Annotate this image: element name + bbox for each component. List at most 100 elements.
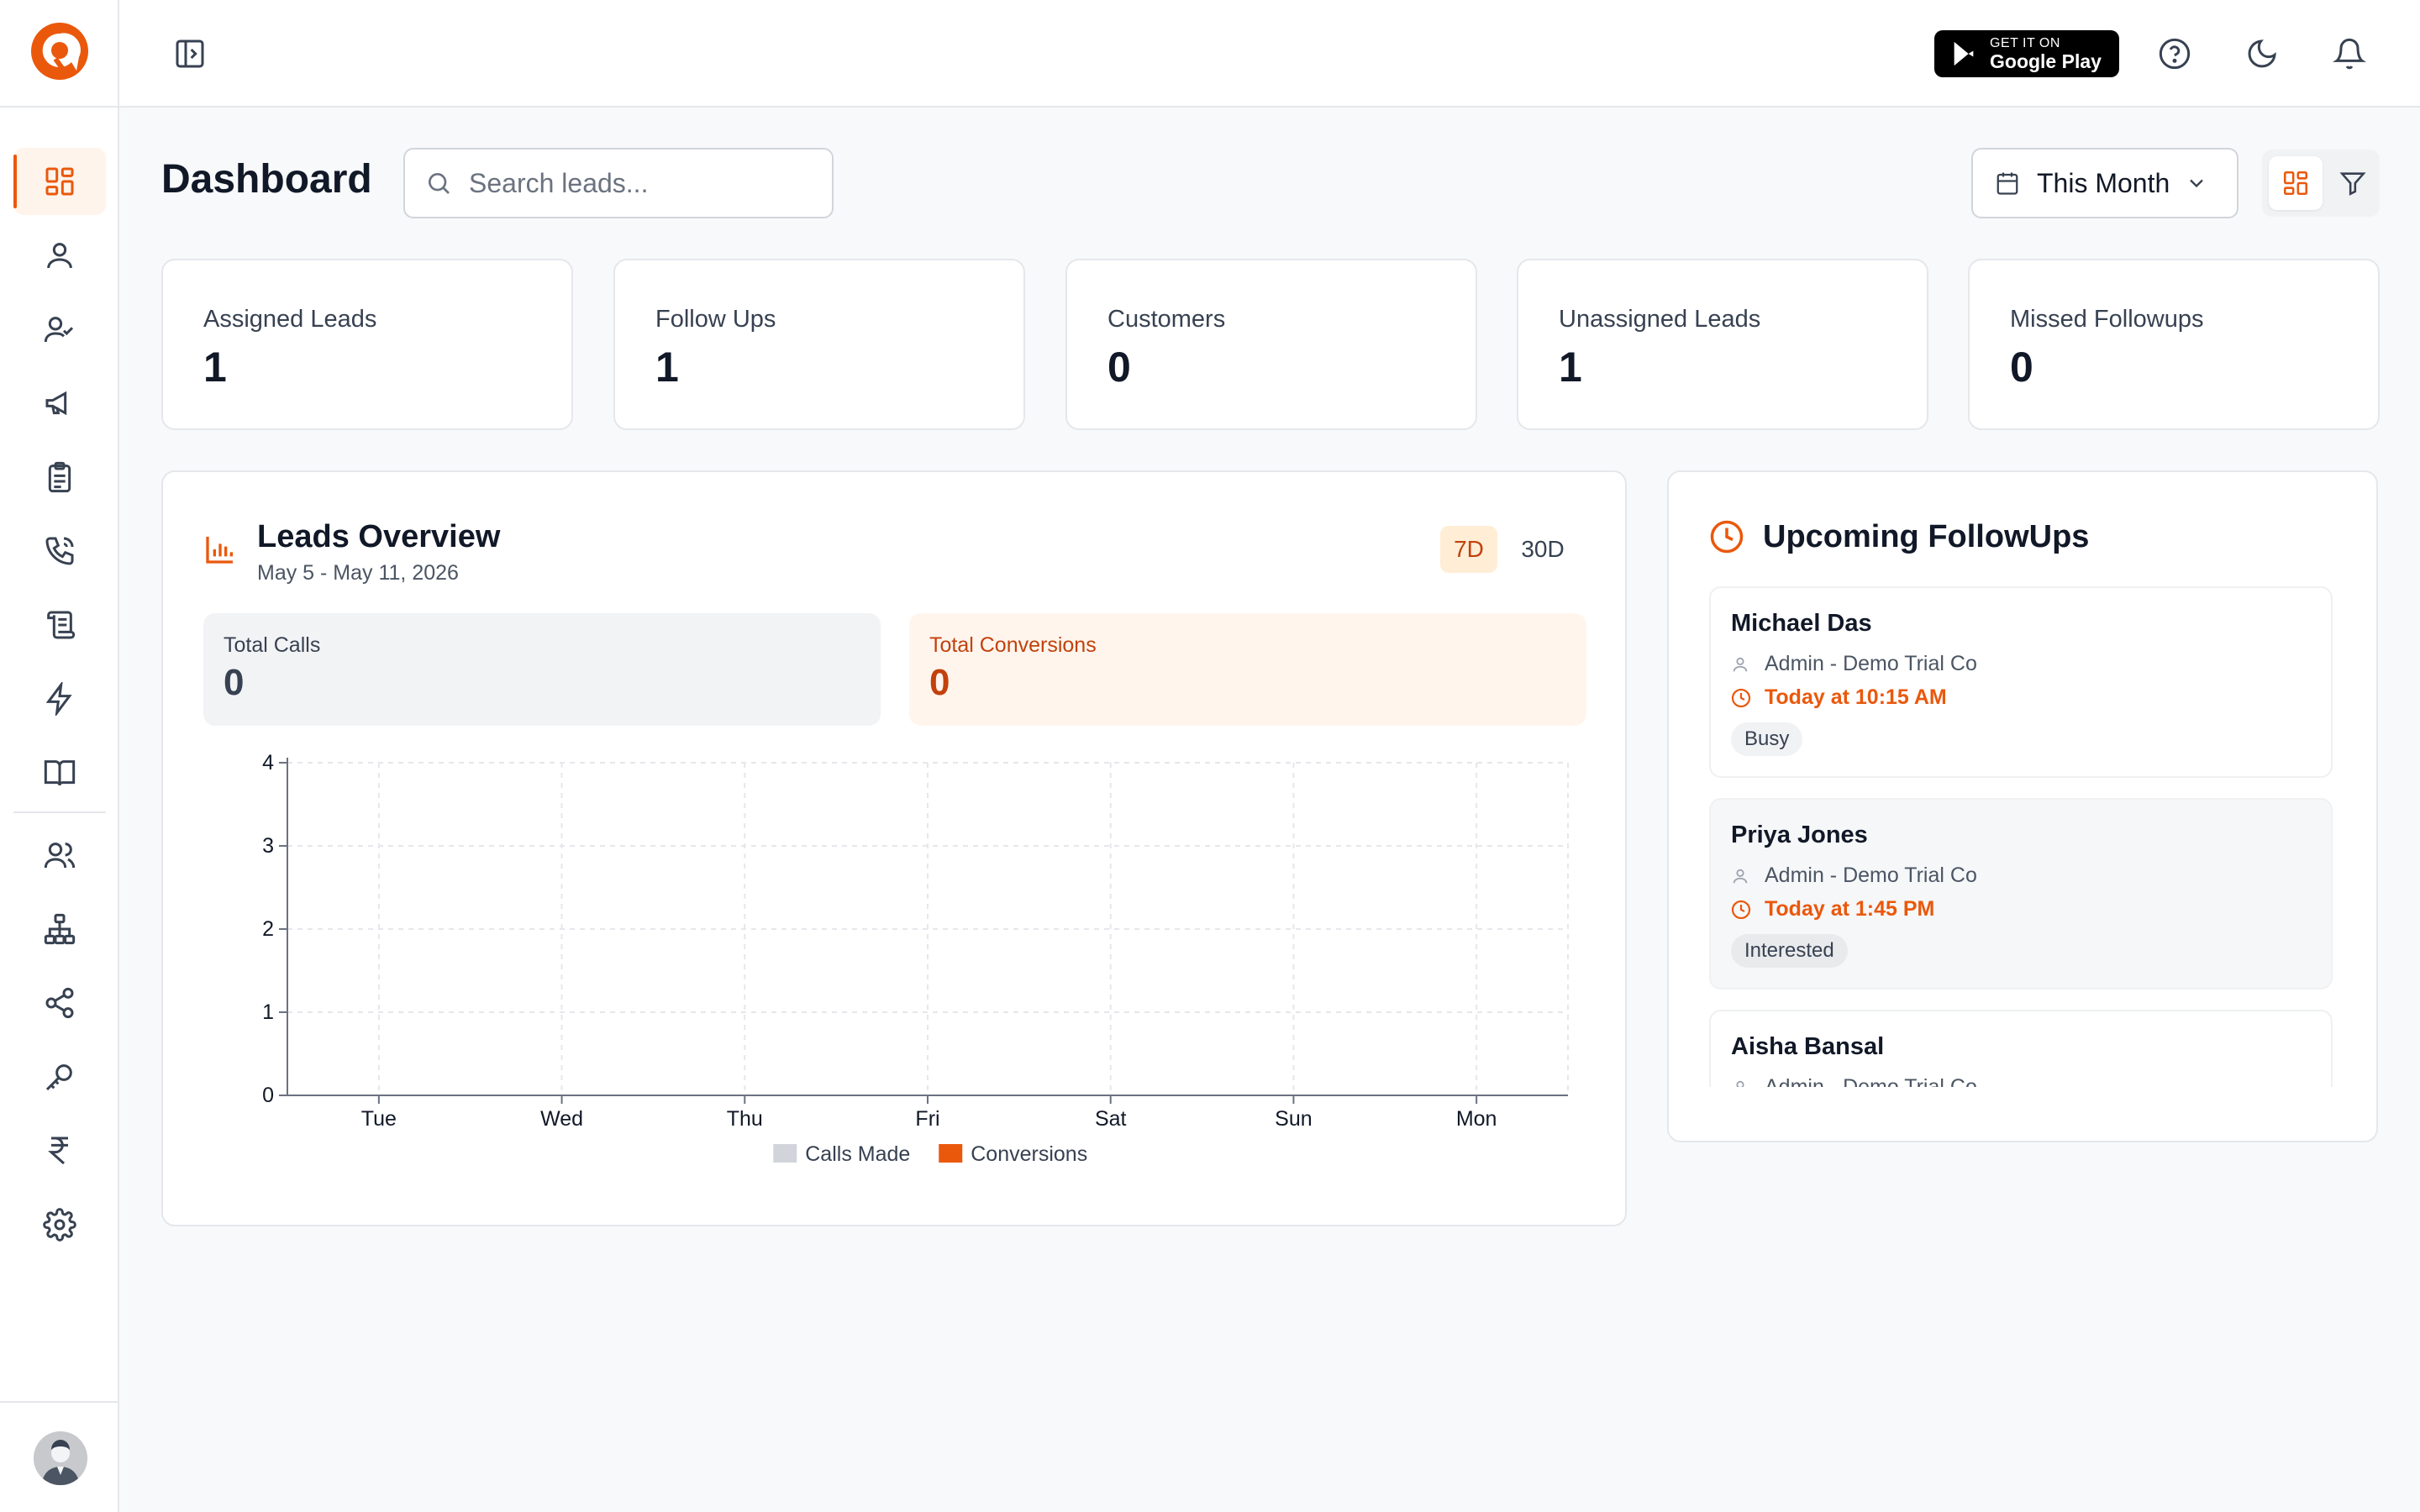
leads-overview-card: Leads Overview May 5 - May 11, 2026 7D 3…	[161, 470, 1627, 1226]
followup-time: Today at 10:15 AM	[1765, 685, 1947, 709]
page-title: Dashboard	[161, 157, 372, 202]
stat-label: Unassigned Leads	[1559, 306, 1761, 333]
google-play-caption: GET IT ON	[1990, 35, 2060, 50]
sidebar-item-user[interactable]	[13, 222, 106, 289]
y-tick-label: 1	[262, 1000, 274, 1024]
sidebar-item-knowledge[interactable]	[13, 739, 106, 806]
sidebar-item-calls[interactable]	[13, 517, 106, 585]
sidebar-toggle-icon[interactable]	[173, 37, 207, 71]
stat-card-customers[interactable]: Customers 0	[1065, 259, 1477, 430]
clock-icon	[1731, 688, 1751, 707]
legend-label: Conversions	[971, 1142, 1087, 1166]
status-badge: Busy	[1731, 722, 1803, 756]
y-tick-label: 2	[262, 917, 274, 941]
legend-label: Calls Made	[805, 1142, 910, 1166]
x-tick-label: Thu	[727, 1107, 763, 1131]
sidebar-bottom-divider	[0, 1401, 119, 1403]
stat-value: 1	[203, 344, 227, 391]
stat-value: 1	[1559, 344, 1582, 391]
total-conversions-kpi: Total Conversions 0	[909, 613, 1586, 726]
sidebar-item-share[interactable]	[13, 969, 106, 1037]
overview-date-range: May 5 - May 11, 2026	[257, 561, 459, 585]
help-icon[interactable]	[2158, 37, 2191, 71]
filter-button[interactable]	[2326, 156, 2380, 210]
total-calls-value: 0	[224, 662, 245, 703]
rupee-icon	[48, 1137, 68, 1165]
followup-item[interactable]: Aisha Bansal Admin - Demo Trial Co	[1709, 1010, 2333, 1087]
x-tick-label: Wed	[540, 1107, 583, 1131]
megaphone-icon	[45, 391, 67, 416]
followup-item[interactable]: Michael Das Admin - Demo Trial Co Today …	[1709, 586, 2333, 778]
sidebar-item-clipboard[interactable]	[13, 444, 106, 511]
range-30d-button[interactable]: 30D	[1521, 536, 1565, 562]
followup-name: Aisha Bansal	[1731, 1033, 1885, 1060]
sidebar-item-hierarchy[interactable]	[13, 895, 106, 963]
overview-title: Leads Overview	[257, 519, 501, 554]
x-tick-label: Sun	[1275, 1107, 1312, 1131]
notification-bell-icon[interactable]	[2333, 37, 2366, 71]
total-calls-kpi: Total Calls 0	[203, 613, 881, 726]
upcoming-title: Upcoming FollowUps	[1763, 519, 2090, 554]
range-7d-button[interactable]: 7D	[1440, 526, 1497, 573]
date-range-label: This Month	[2037, 167, 2170, 198]
sidebar-item-automation[interactable]	[13, 665, 106, 732]
stat-label: Follow Ups	[655, 306, 776, 333]
followup-item[interactable]: Priya Jones Admin - Demo Trial Co Today …	[1709, 798, 2333, 990]
users-icon	[44, 843, 76, 869]
search-input[interactable]	[469, 167, 805, 199]
scroll-icon	[47, 611, 76, 639]
sidebar-item-keys[interactable]	[13, 1043, 106, 1110]
filter-icon	[2339, 172, 2366, 196]
search-box[interactable]	[403, 148, 834, 218]
x-tick-label: Tue	[361, 1107, 397, 1131]
gear-icon	[43, 1208, 76, 1242]
sidebar-item-campaigns[interactable]	[13, 370, 106, 437]
y-tick-label: 4	[262, 751, 274, 774]
sidebar-item-user-check[interactable]	[13, 296, 106, 363]
key-icon	[45, 1064, 72, 1091]
stat-card-follow-ups[interactable]: Follow Ups 1	[613, 259, 1025, 430]
stat-card-missed-followups[interactable]: Missed Followups 0	[1968, 259, 2380, 430]
total-conversions-value: 0	[929, 662, 950, 703]
followup-name: Priya Jones	[1731, 822, 1868, 848]
clock-icon	[1710, 520, 1744, 554]
followup-company: Admin - Demo Trial Co	[1765, 652, 1977, 675]
dark-mode-moon-icon[interactable]	[2245, 37, 2279, 71]
date-range-select[interactable]: This Month	[1971, 148, 2238, 218]
sidebar-item-team[interactable]	[13, 822, 106, 889]
followup-list: Michael Das Admin - Demo Trial Co Today …	[1709, 586, 2333, 1087]
user-icon	[47, 243, 72, 269]
app-logo[interactable]	[30, 22, 89, 81]
search-icon	[428, 173, 450, 194]
user-icon	[1733, 657, 1748, 671]
chevron-down-icon	[2190, 179, 2204, 188]
grid-view-icon	[2283, 171, 2308, 196]
clock-icon	[1731, 900, 1751, 919]
user-check-icon	[44, 317, 74, 343]
sidebar-item-billing[interactable]	[13, 1117, 106, 1184]
phone-call-icon	[45, 537, 74, 565]
followup-name: Michael Das	[1731, 610, 1872, 637]
followup-company: Admin - Demo Trial Co	[1765, 864, 1977, 887]
sidebar-item-dashboard[interactable]	[13, 148, 106, 215]
avatar[interactable]	[34, 1431, 87, 1485]
google-play-badge[interactable]: GET IT ON Google Play	[1934, 30, 2119, 77]
stat-card-unassigned-leads[interactable]: Unassigned Leads 1	[1517, 259, 1928, 430]
sidebar-item-settings[interactable]	[13, 1191, 106, 1258]
sidebar	[0, 0, 119, 1512]
stat-label: Missed Followups	[2010, 306, 2204, 333]
x-tick-label: Mon	[1456, 1107, 1497, 1131]
lightning-icon	[45, 682, 72, 716]
total-calls-label: Total Calls	[224, 633, 321, 657]
sidebar-item-scroll[interactable]	[13, 591, 106, 659]
total-conversions-label: Total Conversions	[929, 633, 1097, 657]
legend-swatch	[773, 1144, 797, 1163]
grid-view-button[interactable]	[2269, 156, 2323, 210]
stat-card-assigned-leads[interactable]: Assigned Leads 1	[161, 259, 573, 430]
stat-value: 1	[655, 344, 679, 391]
status-badge: Interested	[1731, 934, 1848, 968]
legend-swatch	[939, 1144, 963, 1163]
google-play-label: Google Play	[1990, 50, 2102, 72]
followup-time: Today at 1:45 PM	[1765, 897, 1935, 921]
book-icon	[44, 760, 76, 786]
